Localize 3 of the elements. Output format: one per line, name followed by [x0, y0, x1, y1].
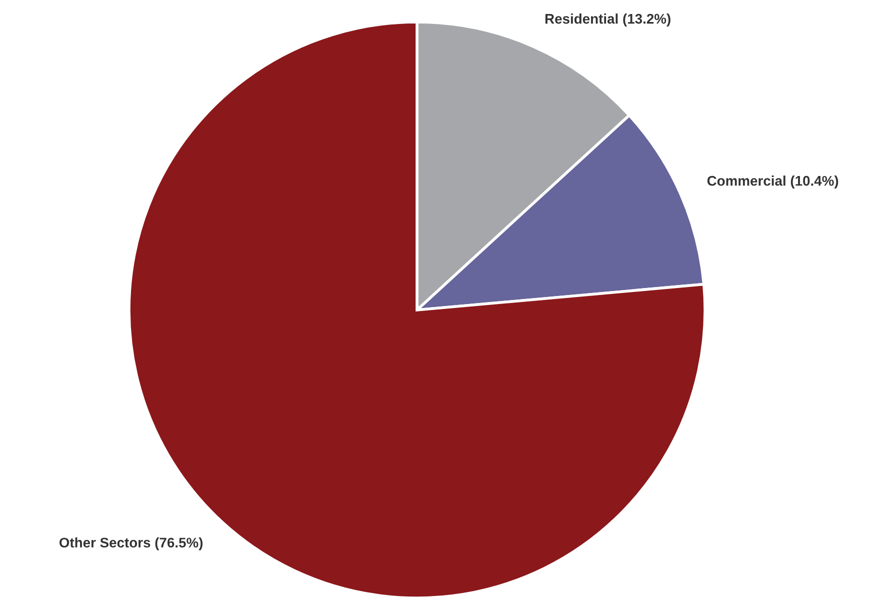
slice-label: Other Sectors (76.5%)	[59, 537, 203, 550]
slice-label: Residential (13.2%)	[545, 14, 670, 26]
slice-label: Commercial (10.4%)	[707, 176, 838, 188]
